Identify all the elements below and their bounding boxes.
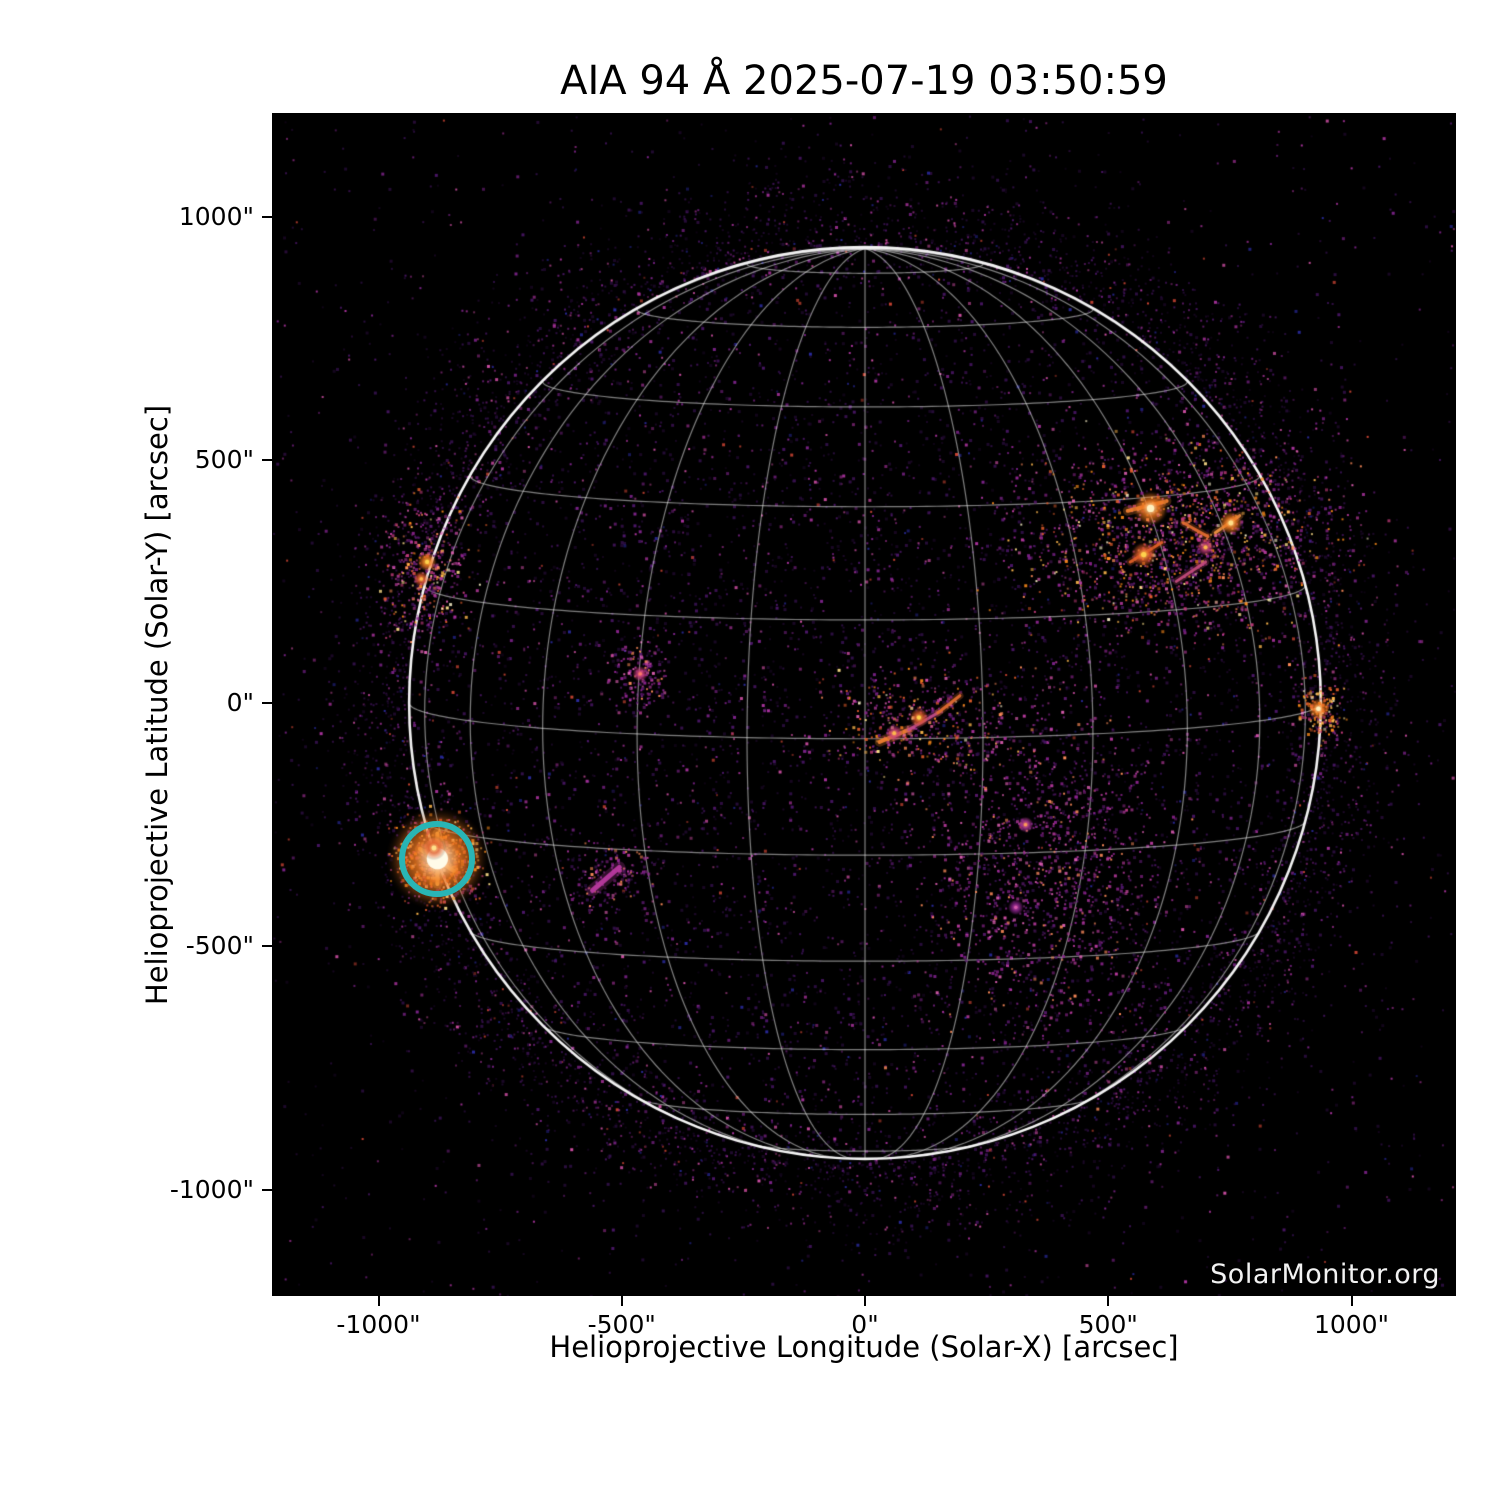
watermark-text: SolarMonitor.org <box>1210 1259 1440 1290</box>
y-tick-label: -500" <box>185 931 254 961</box>
flare-marker-circle <box>399 820 476 897</box>
x-tick-mark <box>864 1296 866 1306</box>
y-tick-label: 1000" <box>178 201 254 231</box>
y-tick-label: 500" <box>194 444 254 474</box>
solar-image-plot-area: SolarMonitor.org <box>272 113 1456 1296</box>
y-tick-mark <box>262 458 272 461</box>
x-tick-mark <box>1107 1296 1110 1306</box>
y-tick-label: -1000" <box>169 1174 254 1204</box>
x-tick-label: 500" <box>1078 1310 1138 1339</box>
x-tick-label: 0" <box>851 1310 879 1339</box>
x-axis-label: Helioprojective Longitude (Solar-X) [arc… <box>549 1330 1179 1364</box>
x-tick-mark <box>377 1296 380 1306</box>
y-tick-mark <box>262 945 272 948</box>
y-tick-label: 0" <box>226 688 254 717</box>
x-tick-label: -1000" <box>336 1310 421 1339</box>
x-tick-mark <box>1350 1296 1353 1306</box>
x-tick-label: -500" <box>587 1310 656 1339</box>
y-tick-mark <box>262 702 272 704</box>
y-tick-mark <box>262 1188 272 1191</box>
x-tick-label: 1000" <box>1313 1310 1390 1339</box>
y-tick-mark <box>262 215 272 218</box>
chart-title: AIA 94 Å 2025-07-19 03:50:59 <box>560 58 1168 104</box>
x-tick-mark <box>620 1296 623 1306</box>
solar-disk-canvas <box>272 113 1456 1296</box>
